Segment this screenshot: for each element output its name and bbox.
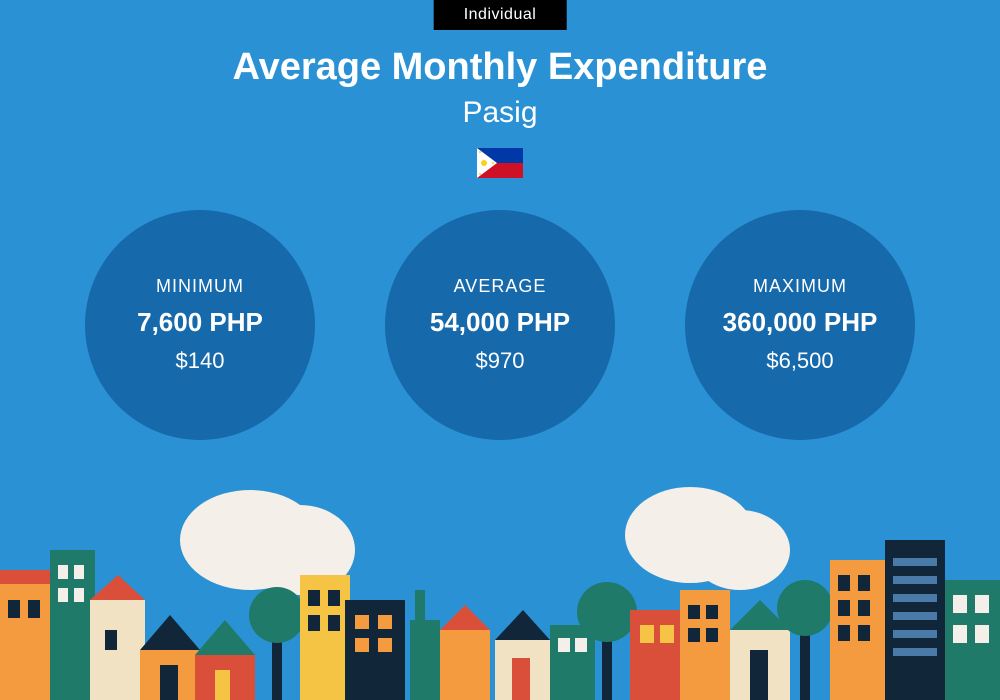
skyline-illustration bbox=[0, 480, 1000, 700]
stat-value: 360,000 PHP bbox=[723, 307, 878, 338]
stat-value: 7,600 PHP bbox=[137, 307, 263, 338]
stat-circle-minimum: MINIMUM 7,600 PHP $140 bbox=[85, 210, 315, 440]
stat-value: 54,000 PHP bbox=[430, 307, 570, 338]
page-title: Average Monthly Expenditure bbox=[0, 46, 1000, 89]
stat-usd: $6,500 bbox=[766, 348, 833, 374]
location-subtitle: Pasig bbox=[0, 96, 1000, 130]
infographic-canvas: Individual Average Monthly Expenditure P… bbox=[0, 0, 1000, 700]
stat-circle-average: AVERAGE 54,000 PHP $970 bbox=[385, 210, 615, 440]
stat-usd: $970 bbox=[476, 348, 525, 374]
stat-label: MINIMUM bbox=[156, 276, 244, 297]
stats-row: MINIMUM 7,600 PHP $140 AVERAGE 54,000 PH… bbox=[0, 210, 1000, 440]
philippines-flag-icon bbox=[477, 148, 523, 178]
category-badge-text: Individual bbox=[464, 6, 537, 23]
category-badge: Individual bbox=[434, 0, 567, 30]
stat-usd: $140 bbox=[176, 348, 225, 374]
stat-label: AVERAGE bbox=[454, 276, 547, 297]
stat-circle-maximum: MAXIMUM 360,000 PHP $6,500 bbox=[685, 210, 915, 440]
stat-label: MAXIMUM bbox=[753, 276, 847, 297]
